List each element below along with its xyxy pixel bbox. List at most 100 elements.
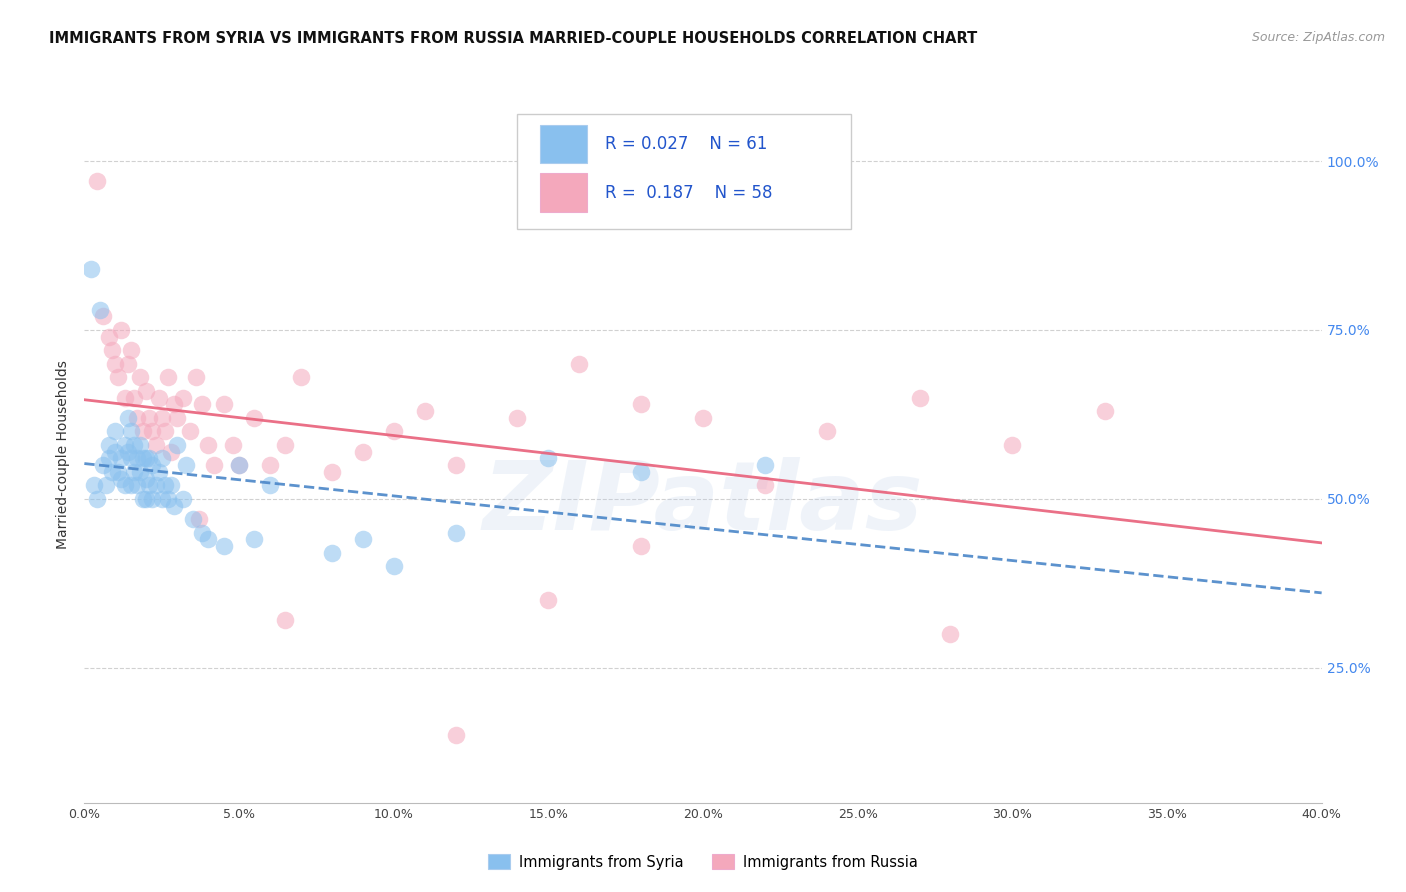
Point xyxy=(156,370,179,384)
Point xyxy=(129,438,152,452)
Point xyxy=(228,458,250,472)
Point xyxy=(89,302,111,317)
Point xyxy=(91,310,114,324)
Point xyxy=(129,370,152,384)
Point xyxy=(114,391,136,405)
Point xyxy=(117,444,139,458)
Point xyxy=(117,410,139,425)
Point xyxy=(132,451,155,466)
Point xyxy=(191,397,214,411)
Point xyxy=(148,391,170,405)
Point xyxy=(104,424,127,438)
Point xyxy=(1001,438,1024,452)
Point xyxy=(754,458,776,472)
Point xyxy=(939,627,962,641)
Point xyxy=(125,478,148,492)
Y-axis label: Married-couple Households: Married-couple Households xyxy=(56,360,70,549)
Point xyxy=(382,559,405,574)
Point xyxy=(135,451,157,466)
Point xyxy=(222,438,245,452)
Point xyxy=(160,478,183,492)
Point xyxy=(166,438,188,452)
Point xyxy=(160,444,183,458)
Point xyxy=(179,424,201,438)
Point xyxy=(110,472,132,486)
Point xyxy=(181,512,204,526)
Point xyxy=(91,458,114,472)
Point xyxy=(135,472,157,486)
Point xyxy=(98,329,121,343)
Point xyxy=(153,424,176,438)
Point xyxy=(212,539,235,553)
Point xyxy=(163,397,186,411)
Point xyxy=(141,458,163,472)
Point xyxy=(444,525,467,540)
Point xyxy=(243,533,266,547)
Point xyxy=(122,465,145,479)
Point xyxy=(138,410,160,425)
Point xyxy=(290,370,312,384)
Point xyxy=(141,424,163,438)
Point xyxy=(259,478,281,492)
FancyBboxPatch shape xyxy=(517,114,852,229)
Text: Source: ZipAtlas.com: Source: ZipAtlas.com xyxy=(1251,31,1385,45)
Point xyxy=(166,410,188,425)
Point xyxy=(145,438,167,452)
FancyBboxPatch shape xyxy=(540,125,586,163)
Point xyxy=(568,357,591,371)
Text: IMMIGRANTS FROM SYRIA VS IMMIGRANTS FROM RUSSIA MARRIED-COUPLE HOUSEHOLDS CORREL: IMMIGRANTS FROM SYRIA VS IMMIGRANTS FROM… xyxy=(49,31,977,46)
Point xyxy=(122,438,145,452)
Point xyxy=(101,343,124,358)
FancyBboxPatch shape xyxy=(540,173,586,211)
Point xyxy=(172,491,194,506)
Text: R =  0.187    N = 58: R = 0.187 N = 58 xyxy=(605,184,773,202)
Point xyxy=(138,451,160,466)
Point xyxy=(172,391,194,405)
Point xyxy=(125,451,148,466)
Point xyxy=(754,478,776,492)
Point xyxy=(114,478,136,492)
Point xyxy=(1094,404,1116,418)
Point xyxy=(274,438,297,452)
Point xyxy=(122,391,145,405)
Point xyxy=(135,384,157,398)
Point xyxy=(138,478,160,492)
Point xyxy=(110,323,132,337)
Point xyxy=(630,539,652,553)
Point xyxy=(630,397,652,411)
Point xyxy=(120,478,142,492)
Point xyxy=(156,491,179,506)
Point xyxy=(107,465,129,479)
Point xyxy=(259,458,281,472)
Point xyxy=(141,491,163,506)
Point xyxy=(79,262,101,277)
Point xyxy=(117,357,139,371)
Point xyxy=(148,465,170,479)
Point xyxy=(352,533,374,547)
Point xyxy=(197,533,219,547)
Point xyxy=(98,438,121,452)
Point xyxy=(202,458,225,472)
Point xyxy=(815,424,838,438)
Point xyxy=(537,593,560,607)
Point xyxy=(107,370,129,384)
Point xyxy=(184,370,207,384)
Point xyxy=(191,525,214,540)
Point xyxy=(506,410,529,425)
Point xyxy=(135,491,157,506)
Point xyxy=(243,410,266,425)
Point xyxy=(120,451,142,466)
Point xyxy=(132,491,155,506)
Point xyxy=(444,728,467,742)
Point xyxy=(104,357,127,371)
Point xyxy=(908,391,931,405)
Point xyxy=(120,343,142,358)
Point xyxy=(125,410,148,425)
Point xyxy=(228,458,250,472)
Point xyxy=(150,491,173,506)
Point xyxy=(101,465,124,479)
Point xyxy=(321,546,343,560)
Point xyxy=(212,397,235,411)
Point xyxy=(444,458,467,472)
Point xyxy=(153,478,176,492)
